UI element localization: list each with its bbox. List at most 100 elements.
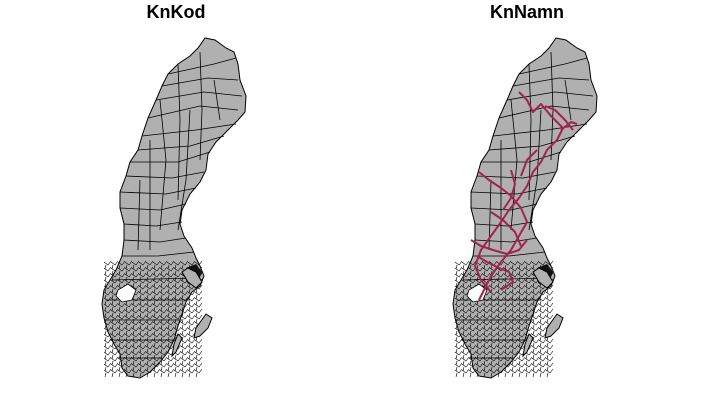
municipality-border bbox=[475, 350, 484, 360]
municipality-border bbox=[194, 350, 203, 360]
municipality-border bbox=[524, 302, 533, 312]
municipality-border bbox=[454, 308, 463, 318]
municipality-border bbox=[489, 362, 498, 372]
municipality-border bbox=[473, 251, 546, 257]
municipality-border bbox=[510, 368, 519, 378]
municipality-border bbox=[131, 308, 140, 318]
municipality-border bbox=[468, 362, 477, 372]
municipality-border bbox=[531, 314, 540, 324]
municipality-border bbox=[159, 302, 168, 312]
municipality-border bbox=[496, 314, 505, 324]
municipality-border bbox=[482, 302, 491, 312]
municipality-border bbox=[517, 290, 526, 300]
municipality-border bbox=[131, 362, 140, 372]
municipality-border bbox=[503, 320, 512, 330]
municipality-border bbox=[138, 320, 147, 330]
municipality-border bbox=[454, 314, 463, 324]
municipality-border bbox=[110, 284, 119, 294]
municipality-border bbox=[524, 362, 533, 372]
municipality-border bbox=[103, 320, 112, 330]
municipality-border bbox=[152, 332, 161, 342]
municipality-border bbox=[173, 320, 182, 330]
municipality-border bbox=[138, 362, 147, 372]
municipality-border bbox=[159, 272, 168, 282]
municipality-border bbox=[510, 362, 519, 372]
municipality-border bbox=[538, 296, 547, 306]
municipality-border bbox=[531, 326, 540, 336]
municipality-border bbox=[117, 350, 126, 360]
municipality-border bbox=[173, 356, 182, 366]
municipality-border bbox=[131, 278, 140, 288]
municipality-border bbox=[180, 302, 189, 312]
municipality-border bbox=[117, 278, 126, 288]
municipality-border bbox=[194, 302, 203, 312]
municipality-border bbox=[152, 350, 161, 360]
municipality-border bbox=[103, 266, 112, 276]
municipality-border bbox=[124, 344, 133, 354]
municipality-border bbox=[454, 326, 463, 336]
municipality-border bbox=[531, 332, 540, 342]
municipality-border bbox=[145, 356, 154, 366]
municipality-border bbox=[468, 308, 477, 318]
municipality-border bbox=[131, 272, 140, 282]
municipality-border bbox=[475, 320, 484, 330]
municipality-border bbox=[166, 326, 175, 336]
municipality-border bbox=[180, 338, 189, 348]
municipality-border bbox=[482, 308, 491, 318]
municipality-border bbox=[538, 302, 547, 312]
municipality-border bbox=[461, 314, 470, 324]
municipality-border bbox=[482, 350, 491, 360]
municipality-border bbox=[524, 320, 533, 330]
municipality-border bbox=[103, 362, 112, 372]
municipality-border bbox=[454, 266, 463, 276]
municipality-border bbox=[103, 284, 112, 294]
municipality-border bbox=[138, 338, 147, 348]
municipality-border bbox=[496, 332, 505, 342]
municipality-border bbox=[475, 326, 484, 336]
municipality-border bbox=[131, 314, 140, 324]
municipality-border bbox=[545, 308, 554, 318]
municipality-border bbox=[524, 296, 533, 306]
municipality-border bbox=[180, 326, 189, 336]
municipality-border bbox=[166, 320, 175, 330]
municipality-border bbox=[166, 266, 175, 276]
municipality-border bbox=[517, 284, 526, 294]
municipality-border bbox=[131, 266, 140, 276]
island bbox=[532, 267, 554, 289]
municipality-border bbox=[194, 314, 203, 324]
municipality-border bbox=[470, 187, 548, 195]
municipality-border bbox=[461, 362, 470, 372]
municipality-border bbox=[498, 105, 590, 119]
municipality-border bbox=[476, 171, 556, 179]
municipality-border bbox=[492, 123, 588, 137]
municipality-border bbox=[152, 356, 161, 366]
municipality-border bbox=[117, 344, 126, 354]
municipality-border bbox=[524, 284, 533, 294]
municipality-border bbox=[124, 368, 133, 378]
municipality-border bbox=[531, 302, 540, 312]
municipality-border bbox=[138, 344, 147, 354]
municipality-border bbox=[138, 284, 147, 294]
municipality-border bbox=[159, 284, 168, 294]
municipality-border bbox=[152, 344, 161, 354]
municipality-border bbox=[187, 308, 196, 318]
municipality-border bbox=[110, 314, 119, 324]
municipality-border bbox=[145, 260, 154, 270]
municipality-border bbox=[145, 296, 154, 306]
municipality-border bbox=[510, 290, 519, 300]
overlay-line bbox=[544, 105, 574, 131]
municipality-border bbox=[531, 320, 540, 330]
municipality-border bbox=[531, 308, 540, 318]
municipality-border bbox=[461, 272, 470, 282]
municipality-border bbox=[489, 308, 498, 318]
municipality-border bbox=[531, 356, 540, 366]
municipality-border bbox=[180, 362, 189, 372]
municipality-border bbox=[138, 278, 147, 288]
overlay-line bbox=[490, 211, 522, 247]
municipality-border bbox=[461, 278, 470, 288]
municipality-border bbox=[123, 221, 183, 227]
municipality-border bbox=[124, 308, 133, 318]
overlay-line bbox=[476, 255, 514, 291]
municipality-border bbox=[470, 203, 538, 211]
municipality-border bbox=[187, 290, 196, 300]
